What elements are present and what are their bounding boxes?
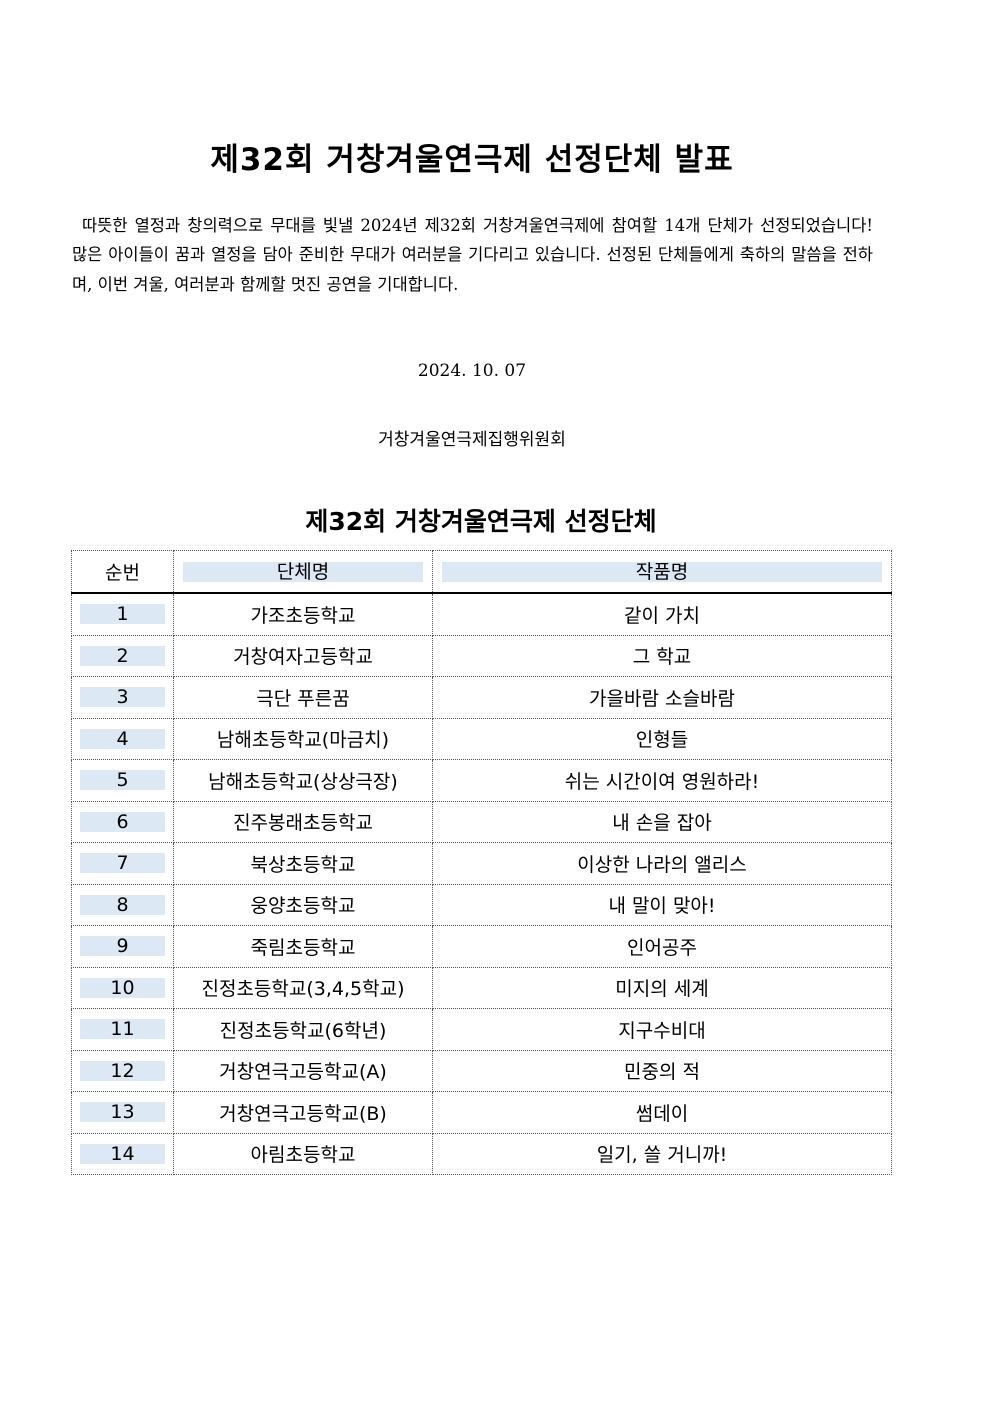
group-name: 거창연극고등학교(A) [173, 1049, 433, 1092]
table-row: 4 남해초등학교(마금치) 인형들 [71, 717, 892, 760]
work-title: 인어공주 [432, 925, 892, 968]
group-name: 진정초등학교(6학년) [173, 1008, 433, 1051]
table-row: 6 진주봉래초등학교 내 손을 잡아 [71, 800, 892, 843]
row-number: 4 [71, 717, 174, 760]
group-name: 북상초등학교 [173, 842, 433, 885]
table-row: 10 진정초등학교(3,4,5학교) 미지의 세계 [71, 966, 892, 1009]
table-title: 제32회 거창겨울연극제 선정단체 [305, 507, 657, 536]
work-title: 그 학교 [432, 634, 892, 677]
group-name: 웅양초등학교 [173, 883, 433, 926]
row-number: 11 [71, 1008, 174, 1051]
group-name: 남해초등학교(마금치) [173, 717, 433, 760]
work-title: 썸데이 [432, 1091, 892, 1134]
group-name: 거창여자고등학교 [173, 634, 433, 677]
table-row: 1 가조초등학교 같이 가치 [71, 592, 892, 636]
row-number: 9 [71, 925, 174, 968]
group-name: 남해초등학교(상상극장) [173, 759, 433, 802]
group-name: 진정초등학교(3,4,5학교) [173, 966, 433, 1009]
work-title: 쉬는 시간이여 영원하라! [432, 759, 892, 802]
header-work: 작품명 [432, 550, 892, 594]
table-row: 5 남해초등학교(상상극장) 쉬는 시간이여 영원하라! [71, 759, 892, 802]
row-number: 6 [71, 800, 174, 843]
header-number: 순번 [71, 550, 174, 594]
table-row: 2 거창여자고등학교 그 학교 [71, 634, 892, 677]
table-row: 8 웅양초등학교 내 말이 맞아! [71, 883, 892, 926]
intro-paragraph: 따뜻한 열정과 창의력으로 무대를 빛낼 2024년 제32회 거창겨울연극제에… [72, 216, 873, 294]
row-number: 7 [71, 842, 174, 885]
page-title: 제32회 거창겨울연극제 선정단체 발표 [210, 142, 734, 178]
row-number: 5 [71, 759, 174, 802]
row-number: 10 [71, 966, 174, 1009]
row-number: 14 [71, 1132, 174, 1175]
work-title: 내 손을 잡아 [432, 800, 892, 843]
row-number: 1 [71, 592, 174, 636]
group-name: 가조초등학교 [173, 592, 433, 636]
organizer: 거창겨울연극제집행위원회 [378, 430, 566, 450]
row-number: 3 [71, 676, 174, 719]
work-title: 같이 가치 [432, 592, 892, 636]
work-title: 일기, 쓸 거니까! [432, 1132, 892, 1175]
row-number: 12 [71, 1049, 174, 1092]
table-row: 7 북상초등학교 이상한 나라의 앨리스 [71, 842, 892, 885]
work-title: 민중의 적 [432, 1049, 892, 1092]
table-row: 12 거창연극고등학교(A) 민중의 적 [71, 1049, 892, 1092]
group-name: 거창연극고등학교(B) [173, 1091, 433, 1134]
work-title: 이상한 나라의 앨리스 [432, 842, 892, 885]
group-name: 아림초등학교 [173, 1132, 433, 1175]
table-row: 11 진정초등학교(6학년) 지구수비대 [71, 1008, 892, 1051]
work-title: 지구수비대 [432, 1008, 892, 1051]
table-row: 9 죽림초등학교 인어공주 [71, 925, 892, 968]
table-header-row: 순번 단체명 작품명 [71, 550, 892, 594]
work-title: 가을바람 소슬바람 [432, 676, 892, 719]
table-row: 14 아림초등학교 일기, 쓸 거니까! [71, 1132, 892, 1175]
row-number: 13 [71, 1091, 174, 1134]
announcement-date: 2024. 10. 07 [417, 361, 527, 381]
row-number: 2 [71, 634, 174, 677]
work-title: 인형들 [432, 717, 892, 760]
table-row: 3 극단 푸른꿈 가을바람 소슬바람 [71, 676, 892, 719]
work-title: 내 말이 맞아! [432, 883, 892, 926]
group-name: 죽림초등학교 [173, 925, 433, 968]
group-name: 극단 푸른꿈 [173, 676, 433, 719]
work-title: 미지의 세계 [432, 966, 892, 1009]
header-group: 단체명 [173, 550, 433, 594]
row-number: 8 [71, 883, 174, 926]
selected-groups-table: 순번 단체명 작품명 1 가조초등학교 같이 가치 2 거창여자고등학교 그 학교… [71, 550, 892, 1175]
table-row: 13 거창연극고등학교(B) 썸데이 [71, 1091, 892, 1134]
group-name: 진주봉래초등학교 [173, 800, 433, 843]
